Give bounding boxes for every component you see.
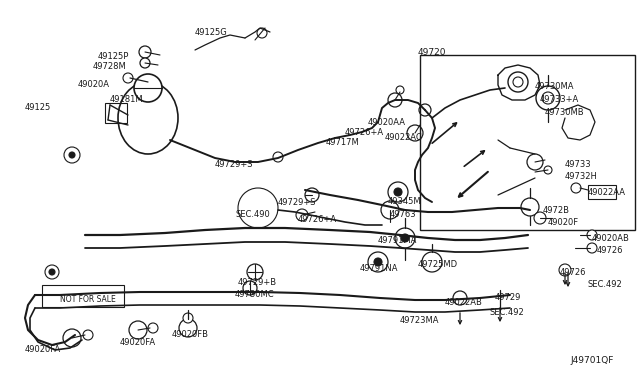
Circle shape: [49, 269, 55, 275]
Text: 49730MC: 49730MC: [235, 290, 275, 299]
Circle shape: [243, 281, 257, 295]
Text: 49022AC: 49022AC: [385, 133, 423, 142]
Text: 49726: 49726: [560, 268, 586, 277]
Text: 49020FB: 49020FB: [172, 330, 209, 339]
Text: 49345M: 49345M: [388, 197, 422, 206]
Text: 49125: 49125: [25, 103, 51, 112]
Text: 49733: 49733: [565, 160, 591, 169]
Text: 49726+A: 49726+A: [298, 215, 337, 224]
Circle shape: [148, 323, 158, 333]
Circle shape: [296, 209, 308, 221]
Text: 49020A: 49020A: [78, 80, 110, 89]
Circle shape: [401, 234, 409, 242]
Text: 49726+A: 49726+A: [345, 128, 384, 137]
Text: 49020AA: 49020AA: [368, 118, 406, 127]
Circle shape: [544, 166, 552, 174]
Circle shape: [407, 125, 423, 141]
Bar: [105, 103, 127, 123]
Text: 49725MD: 49725MD: [418, 260, 458, 269]
Text: 49730MB: 49730MB: [545, 108, 584, 117]
Circle shape: [247, 264, 263, 280]
Circle shape: [542, 92, 554, 104]
Circle shape: [374, 258, 382, 266]
Circle shape: [273, 152, 283, 162]
Text: 49125P: 49125P: [98, 52, 129, 61]
Text: SEC.492: SEC.492: [490, 308, 525, 317]
Circle shape: [69, 152, 75, 158]
Text: 49729: 49729: [495, 293, 522, 302]
Text: 49791NA: 49791NA: [360, 264, 399, 273]
Circle shape: [396, 86, 404, 94]
Circle shape: [536, 86, 560, 110]
Bar: [420, 55, 635, 230]
Text: 49020FA: 49020FA: [120, 338, 156, 347]
Text: 49720: 49720: [418, 48, 447, 57]
Circle shape: [419, 104, 431, 116]
Text: 49020FA: 49020FA: [25, 345, 61, 354]
Bar: [42, 285, 124, 307]
Circle shape: [394, 188, 402, 196]
Text: 49729+S: 49729+S: [278, 198, 317, 207]
Text: SEC.492: SEC.492: [588, 280, 623, 289]
Text: 49729+B: 49729+B: [238, 278, 277, 287]
Text: 4972B: 4972B: [543, 206, 570, 215]
Text: 49020AB: 49020AB: [592, 234, 630, 243]
Circle shape: [183, 313, 193, 323]
Circle shape: [388, 93, 402, 107]
Circle shape: [238, 188, 278, 228]
Circle shape: [513, 77, 523, 87]
Circle shape: [368, 252, 388, 272]
Circle shape: [257, 28, 267, 38]
Circle shape: [395, 228, 415, 248]
Text: 49717M: 49717M: [326, 138, 360, 147]
Text: 49022AB: 49022AB: [445, 298, 483, 307]
Circle shape: [129, 321, 147, 339]
Text: NOT FOR SALE: NOT FOR SALE: [60, 295, 116, 304]
Circle shape: [305, 188, 319, 202]
Text: 49730MA: 49730MA: [535, 82, 575, 91]
Circle shape: [559, 264, 571, 276]
Circle shape: [45, 265, 59, 279]
Text: 49729+S: 49729+S: [215, 160, 253, 169]
Text: 49022AA: 49022AA: [588, 188, 626, 197]
Circle shape: [179, 319, 197, 337]
Circle shape: [587, 230, 597, 240]
Circle shape: [381, 201, 399, 219]
Circle shape: [587, 243, 597, 253]
Circle shape: [422, 252, 442, 272]
Circle shape: [63, 329, 81, 347]
Circle shape: [64, 147, 80, 163]
Text: 49125G: 49125G: [195, 28, 228, 37]
Text: 49728M: 49728M: [93, 62, 127, 71]
Circle shape: [534, 212, 546, 224]
Circle shape: [83, 330, 93, 340]
Text: 49020F: 49020F: [548, 218, 579, 227]
Text: 49733+A: 49733+A: [540, 95, 579, 104]
Text: 49732H: 49732H: [565, 172, 598, 181]
Text: 49726: 49726: [597, 246, 623, 255]
Circle shape: [508, 72, 528, 92]
Text: 49181M: 49181M: [110, 95, 143, 104]
Text: SEC.490: SEC.490: [235, 210, 269, 219]
Circle shape: [453, 291, 467, 305]
Circle shape: [139, 46, 151, 58]
Text: 49763: 49763: [390, 210, 417, 219]
Circle shape: [140, 58, 150, 68]
Circle shape: [134, 74, 162, 102]
Circle shape: [123, 73, 133, 83]
Ellipse shape: [118, 82, 178, 154]
Circle shape: [571, 183, 581, 193]
Circle shape: [388, 182, 408, 202]
Circle shape: [521, 198, 539, 216]
Text: 49723MA: 49723MA: [400, 316, 440, 325]
Circle shape: [527, 154, 543, 170]
Bar: [588, 185, 616, 199]
Text: J49701QF: J49701QF: [570, 356, 613, 365]
Text: 49791MA: 49791MA: [378, 236, 417, 245]
